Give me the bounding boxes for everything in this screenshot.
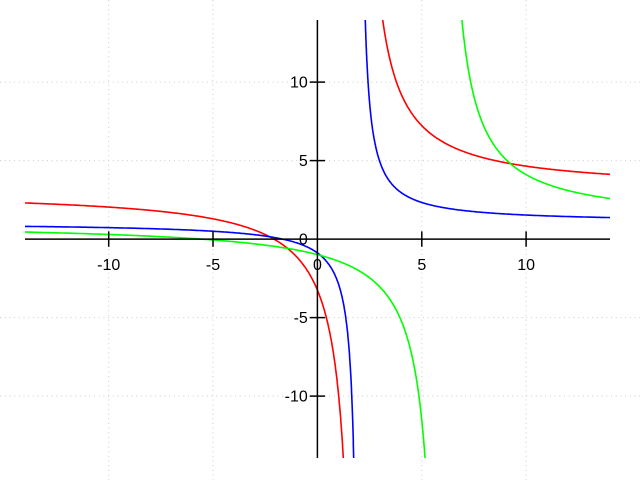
svg-text:5: 5 [299, 153, 308, 170]
svg-text:-5: -5 [294, 310, 308, 327]
svg-text:5: 5 [417, 257, 426, 274]
svg-text:0: 0 [313, 257, 322, 274]
svg-text:10: 10 [290, 75, 308, 92]
svg-text:-10: -10 [97, 257, 120, 274]
svg-text:-5: -5 [206, 257, 220, 274]
svg-text:-10: -10 [285, 389, 308, 406]
svg-text:0: 0 [299, 232, 308, 249]
svg-text:10: 10 [517, 257, 535, 274]
